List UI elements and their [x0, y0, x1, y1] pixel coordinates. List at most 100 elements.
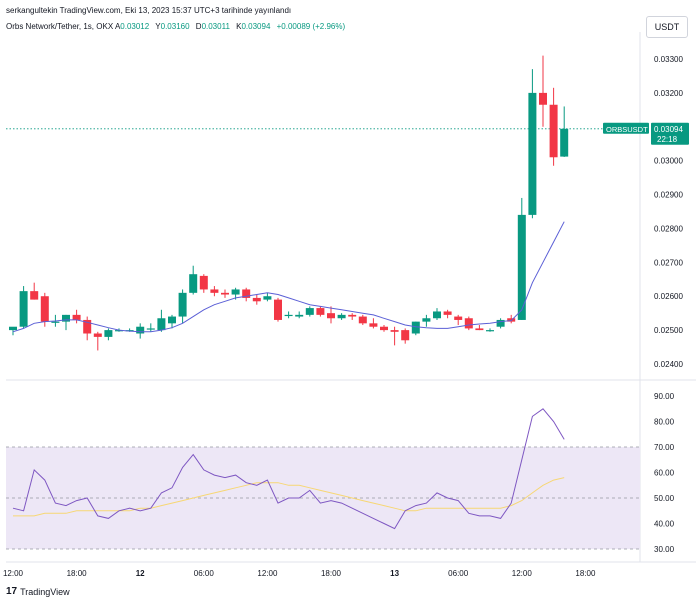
price-tick-label: 0.02400	[654, 360, 683, 369]
candle-body	[242, 289, 251, 298]
time-tick-label: 12:00	[3, 569, 24, 578]
candle-body	[475, 328, 484, 331]
candle-body	[115, 330, 123, 332]
high-key: Y	[155, 22, 161, 31]
last-price-label: 0.03094	[654, 125, 683, 134]
published-line: serkangultekin TradingView.com, Eki 13, …	[6, 6, 292, 15]
low-value: 0.03011	[201, 22, 230, 31]
change-value: +0.00089 (+2.96%)	[276, 22, 346, 31]
moving-average-line	[12, 221, 565, 333]
close-value: 0.03094	[241, 22, 271, 31]
candle-body	[62, 314, 70, 322]
candle-body	[454, 316, 463, 320]
price-tick-label: 0.02600	[654, 292, 683, 301]
high-value: 0.03160	[160, 22, 190, 31]
candle-body	[136, 326, 145, 334]
time-tick-label: 18:00	[67, 569, 88, 578]
candle-body	[146, 328, 155, 330]
candle-body	[30, 291, 39, 300]
price-tick-label: 0.02700	[654, 258, 683, 267]
ohlc-values: A0.03012 Y0.03160 D0.03011 K0.03094 +0.0…	[115, 22, 349, 31]
candle-body	[51, 321, 60, 323]
time-tick-label: 12:00	[257, 569, 278, 578]
candle-body	[263, 296, 272, 300]
ticker-label: ORBSUSDT	[606, 125, 648, 134]
rsi-line	[12, 408, 565, 530]
candle-body	[252, 297, 261, 302]
candle-body	[539, 92, 547, 105]
candle-body	[199, 275, 208, 290]
low-key: D	[195, 22, 202, 31]
candle-body	[9, 326, 17, 331]
time-tick-label: 18:00	[321, 569, 342, 578]
time-tick-label: 12	[136, 569, 145, 578]
candle-body	[358, 316, 367, 324]
close-key: K	[236, 22, 242, 31]
ticker-label-box	[603, 122, 649, 134]
candle-body	[231, 289, 240, 295]
candle-body	[316, 308, 325, 315]
price-label-box	[651, 122, 689, 145]
open-key: A	[114, 22, 121, 31]
candle-body	[83, 319, 92, 334]
candle-body	[549, 104, 558, 158]
tradingview-logo-icon: 17	[6, 586, 18, 597]
candle-body	[295, 314, 304, 317]
candle-body	[305, 308, 314, 315]
time-tick-label: 13	[390, 569, 399, 578]
candle-body	[422, 318, 431, 322]
symbol-legend: Orbs Network/Tether, 1s, OKX A0.03012 Y0…	[6, 22, 349, 31]
tradingview-footer: 17 TradingView	[6, 586, 70, 597]
candle-body	[433, 311, 441, 319]
rsi-tick-label: 40.00	[654, 520, 675, 529]
countdown-label: 22:18	[657, 135, 678, 144]
candle-body	[496, 319, 505, 327]
candle-body	[401, 330, 410, 341]
candle-body	[104, 330, 113, 337]
rsi-tick-label: 70.00	[654, 443, 675, 452]
candle-body	[560, 128, 569, 157]
time-tick-label: 06:00	[194, 569, 215, 578]
currency-button[interactable]: USDT	[646, 16, 688, 38]
candle-body	[284, 314, 293, 317]
rsi-tick-label: 30.00	[654, 545, 675, 554]
candle-body	[390, 330, 399, 332]
candle-body	[464, 318, 473, 329]
candle-body	[380, 326, 388, 331]
price-tick-label: 0.03200	[654, 89, 683, 98]
candle-body	[486, 330, 494, 332]
time-tick-label: 12:00	[512, 569, 533, 578]
candle-body	[327, 313, 335, 319]
symbol-name: Orbs Network/Tether, 1s, OKX	[6, 22, 114, 31]
price-tick-label: 0.02800	[654, 224, 683, 233]
candle-body	[93, 333, 102, 337]
candle-body	[189, 274, 198, 293]
price-tick-label: 0.03300	[654, 55, 683, 64]
time-tick-label: 06:00	[448, 569, 469, 578]
candle-body	[221, 292, 229, 295]
candle-body	[157, 318, 166, 331]
candle-body	[528, 92, 537, 215]
candle-body	[72, 314, 81, 320]
candle-body	[411, 321, 420, 334]
time-tick-label: 18:00	[575, 569, 596, 578]
candle-body	[369, 323, 378, 327]
candle-body	[337, 314, 346, 319]
rsi-ma-line	[13, 477, 565, 517]
candle-body	[19, 291, 28, 327]
rsi-tick-label: 60.00	[654, 469, 675, 478]
price-tick-label: 0.02500	[654, 326, 683, 335]
candle-body	[517, 214, 526, 320]
rsi-band	[6, 447, 640, 549]
rsi-tick-label: 50.00	[654, 494, 675, 503]
candle-body	[274, 299, 282, 320]
open-value: 0.03012	[120, 22, 150, 31]
candle-body	[168, 316, 176, 324]
candle-body	[40, 296, 49, 322]
price-tick-label: 0.03000	[654, 157, 683, 166]
candle-body	[348, 314, 357, 317]
candle-body	[443, 311, 452, 315]
candle-body	[210, 289, 219, 293]
brand-name: TradingView	[20, 586, 70, 597]
